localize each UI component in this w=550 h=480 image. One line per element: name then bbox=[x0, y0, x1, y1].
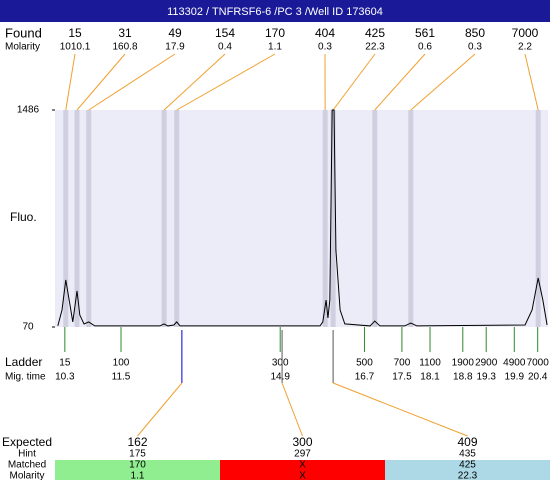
found-size: 850 bbox=[465, 26, 485, 40]
found-size: 31 bbox=[118, 26, 132, 40]
found-size: 49 bbox=[168, 26, 182, 40]
found-size: 15 bbox=[68, 26, 82, 40]
ladder-size: 500 bbox=[356, 358, 373, 369]
peak-band bbox=[174, 110, 180, 327]
peak-band bbox=[330, 110, 336, 327]
hint-size: 297 bbox=[294, 449, 311, 460]
match-cell bbox=[220, 460, 385, 480]
ladder-label: Ladder bbox=[5, 355, 42, 369]
peak-connector bbox=[524, 53, 539, 111]
found-size: 170 bbox=[265, 26, 285, 40]
ladder-size: 1900 bbox=[452, 358, 475, 369]
found-molarity: 0.6 bbox=[418, 42, 432, 53]
ladder-time: 18.8 bbox=[453, 372, 473, 383]
found-molarity: 1010.1 bbox=[60, 42, 91, 53]
peak-band bbox=[535, 110, 541, 327]
y-tick-label: 70 bbox=[22, 322, 34, 333]
hint-size: 435 bbox=[459, 449, 476, 460]
matched-size: 170 bbox=[129, 460, 146, 471]
molarity-label: Molarity bbox=[5, 42, 40, 53]
peak-band bbox=[372, 110, 378, 327]
ladder-time: 16.7 bbox=[355, 372, 375, 383]
ladder-time: 19.9 bbox=[505, 372, 525, 383]
ladder-size: 4900 bbox=[503, 358, 526, 369]
peak-connector bbox=[176, 53, 276, 111]
expected-size: 300 bbox=[292, 435, 312, 449]
found-size: 154 bbox=[215, 26, 235, 40]
peak-band bbox=[322, 110, 328, 327]
peak-connector bbox=[410, 53, 476, 111]
ladder-size: 15 bbox=[59, 358, 71, 369]
ladder-time: 18.1 bbox=[420, 372, 440, 383]
ladder-time: 20.4 bbox=[528, 372, 548, 383]
y-axis-label: Fluo. bbox=[10, 210, 37, 224]
peak-connector bbox=[88, 53, 176, 111]
expected-connector bbox=[281, 382, 303, 437]
ladder-size: 2900 bbox=[475, 358, 498, 369]
ladder-time: 11.5 bbox=[112, 372, 131, 383]
match-cell bbox=[385, 460, 550, 480]
matched-molarity: 1.1 bbox=[131, 471, 145, 480]
peak-connector bbox=[332, 53, 376, 111]
found-size: 404 bbox=[315, 26, 335, 40]
peak-band bbox=[74, 110, 80, 327]
found-molarity: 1.1 bbox=[268, 42, 282, 53]
peak-band bbox=[63, 110, 69, 327]
hint-size: 175 bbox=[129, 449, 146, 460]
ladder-time: 19.3 bbox=[476, 372, 496, 383]
match-cell bbox=[55, 460, 220, 480]
expected-label: Expected bbox=[2, 435, 52, 449]
found-molarity: 0.3 bbox=[318, 42, 332, 53]
peak-band bbox=[161, 110, 167, 327]
found-molarity: 0.4 bbox=[218, 42, 232, 53]
peak-band bbox=[408, 110, 414, 327]
matched-size: X bbox=[299, 460, 306, 471]
plot-area bbox=[55, 110, 548, 327]
matched-size: 425 bbox=[459, 460, 476, 471]
found-molarity: 160.8 bbox=[112, 42, 137, 53]
found-label: Found bbox=[5, 25, 42, 40]
ladder-size: 100 bbox=[113, 358, 130, 369]
peak-band bbox=[86, 110, 92, 327]
ladder-time: 10.3 bbox=[55, 372, 75, 383]
ladder-size: 300 bbox=[272, 358, 289, 369]
found-molarity: 22.3 bbox=[365, 42, 385, 53]
ladder-size: 700 bbox=[394, 358, 411, 369]
matched-molarity: X bbox=[299, 471, 306, 480]
ladder-time: 14.9 bbox=[270, 372, 290, 383]
ladder-time: 17.5 bbox=[392, 372, 412, 383]
found-size: 561 bbox=[415, 26, 435, 40]
hint-label: Hint bbox=[18, 449, 36, 460]
molarity-row-label: Molarity bbox=[9, 471, 44, 480]
header-title: 113302 / TNFRSF6-6 /PC 3 /Well ID 173604 bbox=[167, 6, 383, 18]
found-size: 7000 bbox=[512, 26, 539, 40]
peak-connector bbox=[163, 53, 226, 111]
expected-connector bbox=[332, 382, 468, 437]
peak-connector bbox=[76, 53, 126, 111]
ladder-size: 1100 bbox=[419, 358, 441, 369]
expected-connector bbox=[137, 382, 183, 437]
found-molarity: 17.9 bbox=[165, 42, 185, 53]
trace bbox=[57, 109, 548, 327]
expected-size: 409 bbox=[457, 435, 477, 449]
expected-size: 162 bbox=[127, 435, 147, 449]
matched-label: Matched bbox=[8, 460, 46, 471]
y-tick-label: 1486 bbox=[17, 105, 40, 116]
ladder-size: 7000 bbox=[527, 358, 550, 369]
header-bar bbox=[0, 0, 550, 22]
mig-time-label: Mig. time bbox=[5, 372, 46, 383]
found-size: 425 bbox=[365, 26, 385, 40]
found-molarity: 2.2 bbox=[518, 42, 532, 53]
peak-connector bbox=[65, 53, 76, 111]
found-molarity: 0.3 bbox=[468, 42, 482, 53]
matched-molarity: 22.3 bbox=[458, 471, 478, 480]
peak-connector bbox=[374, 53, 426, 111]
